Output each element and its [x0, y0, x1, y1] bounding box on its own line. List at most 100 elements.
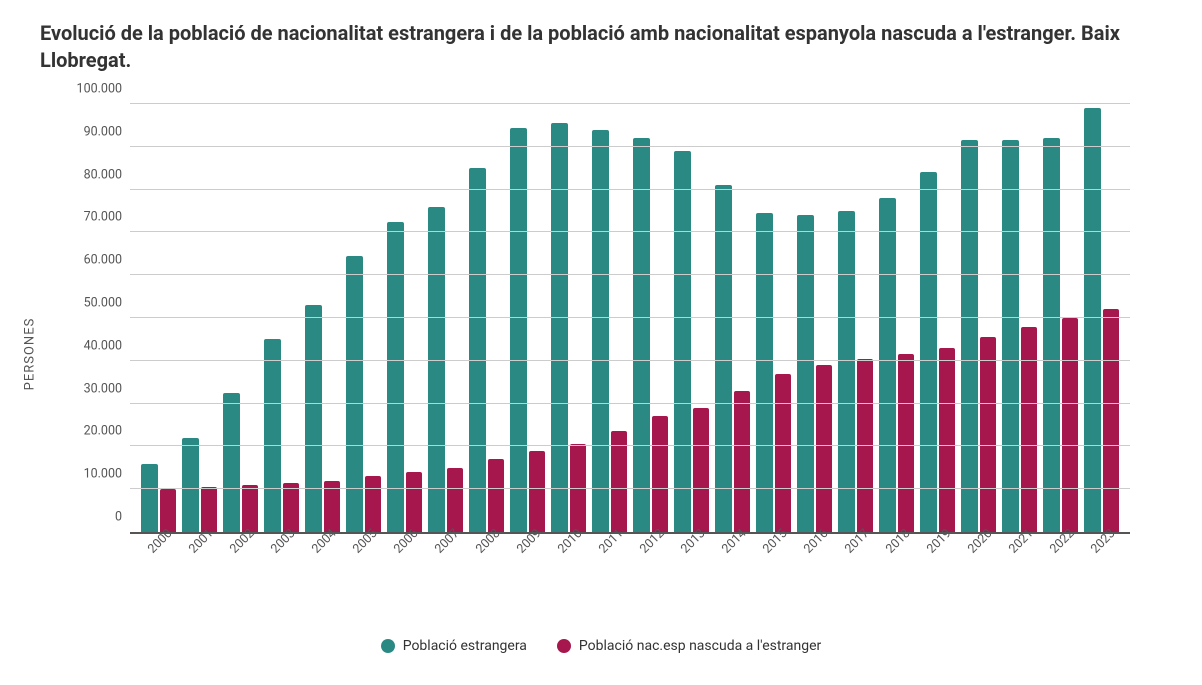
bar-group: 2021	[999, 104, 1040, 532]
bar	[693, 408, 709, 532]
y-tick: 30.000	[84, 381, 130, 396]
y-tick: 40.000	[84, 338, 130, 353]
legend-item-1: Població nac.esp nascuda a l'estranger	[557, 638, 821, 654]
bar	[939, 348, 955, 532]
bar-group: 2009	[507, 104, 548, 532]
bar	[160, 489, 176, 532]
gridline	[130, 488, 1130, 489]
bars-area: 2000200120022003200420052006200720082009…	[130, 104, 1130, 532]
bar-group: 2015	[753, 104, 794, 532]
bar-group: 2016	[794, 104, 835, 532]
chart-title: Evolució de la població de nacionalitat …	[40, 20, 1140, 74]
bar-group: 2010	[548, 104, 589, 532]
plot-area: 2000200120022003200420052006200720082009…	[130, 104, 1130, 534]
legend-item-0: Població estrangera	[381, 638, 527, 654]
bar-group: 2007	[425, 104, 466, 532]
gridline	[130, 231, 1130, 232]
bar	[1043, 138, 1059, 532]
bar	[980, 337, 996, 532]
legend-label-0: Població estrangera	[403, 638, 527, 654]
bar	[652, 416, 668, 532]
legend: Població estrangera Població nac.esp nas…	[40, 638, 1162, 654]
bar-group: 2000	[138, 104, 179, 532]
bar	[879, 198, 895, 532]
bar-group: 2002	[220, 104, 261, 532]
bar-group: 2014	[712, 104, 753, 532]
legend-swatch-0	[381, 639, 395, 653]
bar-group: 2012	[630, 104, 671, 532]
bar	[365, 476, 381, 532]
bar-group: 2008	[466, 104, 507, 532]
bar	[1002, 140, 1018, 532]
bar	[182, 438, 198, 532]
y-tick: 90.000	[84, 124, 130, 139]
bar	[223, 393, 239, 532]
bar	[961, 140, 977, 532]
bar	[734, 391, 750, 532]
bar	[816, 365, 832, 532]
y-tick: 50.000	[84, 296, 130, 311]
bar	[756, 213, 772, 532]
bar	[428, 207, 444, 532]
bar-group: 2019	[917, 104, 958, 532]
gridline	[130, 445, 1130, 446]
gridline	[130, 360, 1130, 361]
gridline	[130, 103, 1130, 104]
bar	[242, 485, 258, 532]
bar	[1084, 108, 1100, 532]
bar	[1021, 327, 1037, 532]
bar	[633, 138, 649, 532]
bar	[674, 151, 690, 532]
bar	[592, 130, 608, 532]
bar	[283, 483, 299, 532]
bar	[611, 431, 627, 532]
gridline	[130, 403, 1130, 404]
bar-group: 2001	[179, 104, 220, 532]
bar	[898, 354, 914, 532]
bar-group: 2017	[835, 104, 876, 532]
bar	[797, 215, 813, 532]
bar	[551, 123, 567, 532]
bar-group: 2023	[1081, 104, 1122, 532]
bar	[387, 222, 403, 532]
chart-container: PERSONES 2000200120022003200420052006200…	[40, 94, 1140, 614]
bar	[1062, 318, 1078, 532]
gridline	[130, 274, 1130, 275]
bar-group: 2005	[343, 104, 384, 532]
bar-group: 2013	[671, 104, 712, 532]
bar	[838, 211, 854, 532]
bar-group: 2004	[302, 104, 343, 532]
legend-label-1: Població nac.esp nascuda a l'estranger	[579, 638, 821, 654]
bar	[529, 451, 545, 532]
bar	[406, 472, 422, 532]
gridline	[130, 189, 1130, 190]
bar	[201, 487, 217, 532]
bar-group: 2020	[958, 104, 999, 532]
y-tick: 10.000	[84, 467, 130, 482]
y-axis-label: PERSONES	[23, 318, 38, 391]
y-tick: 0	[115, 510, 130, 525]
bar-group: 2006	[384, 104, 425, 532]
gridline	[130, 317, 1130, 318]
bar	[1103, 309, 1119, 532]
gridline	[130, 146, 1130, 147]
bar	[920, 172, 936, 532]
legend-swatch-1	[557, 639, 571, 653]
bar-group: 2011	[589, 104, 630, 532]
bar-group: 2018	[876, 104, 917, 532]
bar-group: 2003	[261, 104, 302, 532]
y-tick: 100.000	[77, 82, 130, 97]
bar-group: 2022	[1040, 104, 1081, 532]
y-tick: 20.000	[84, 424, 130, 439]
y-tick: 80.000	[84, 167, 130, 182]
y-tick: 70.000	[84, 210, 130, 225]
bar	[715, 185, 731, 532]
bar	[141, 464, 157, 532]
bar	[775, 374, 791, 532]
y-tick: 60.000	[84, 253, 130, 268]
bar	[469, 168, 485, 532]
bar	[264, 339, 280, 532]
bar	[488, 459, 504, 532]
bar	[305, 305, 321, 532]
bar	[346, 256, 362, 532]
